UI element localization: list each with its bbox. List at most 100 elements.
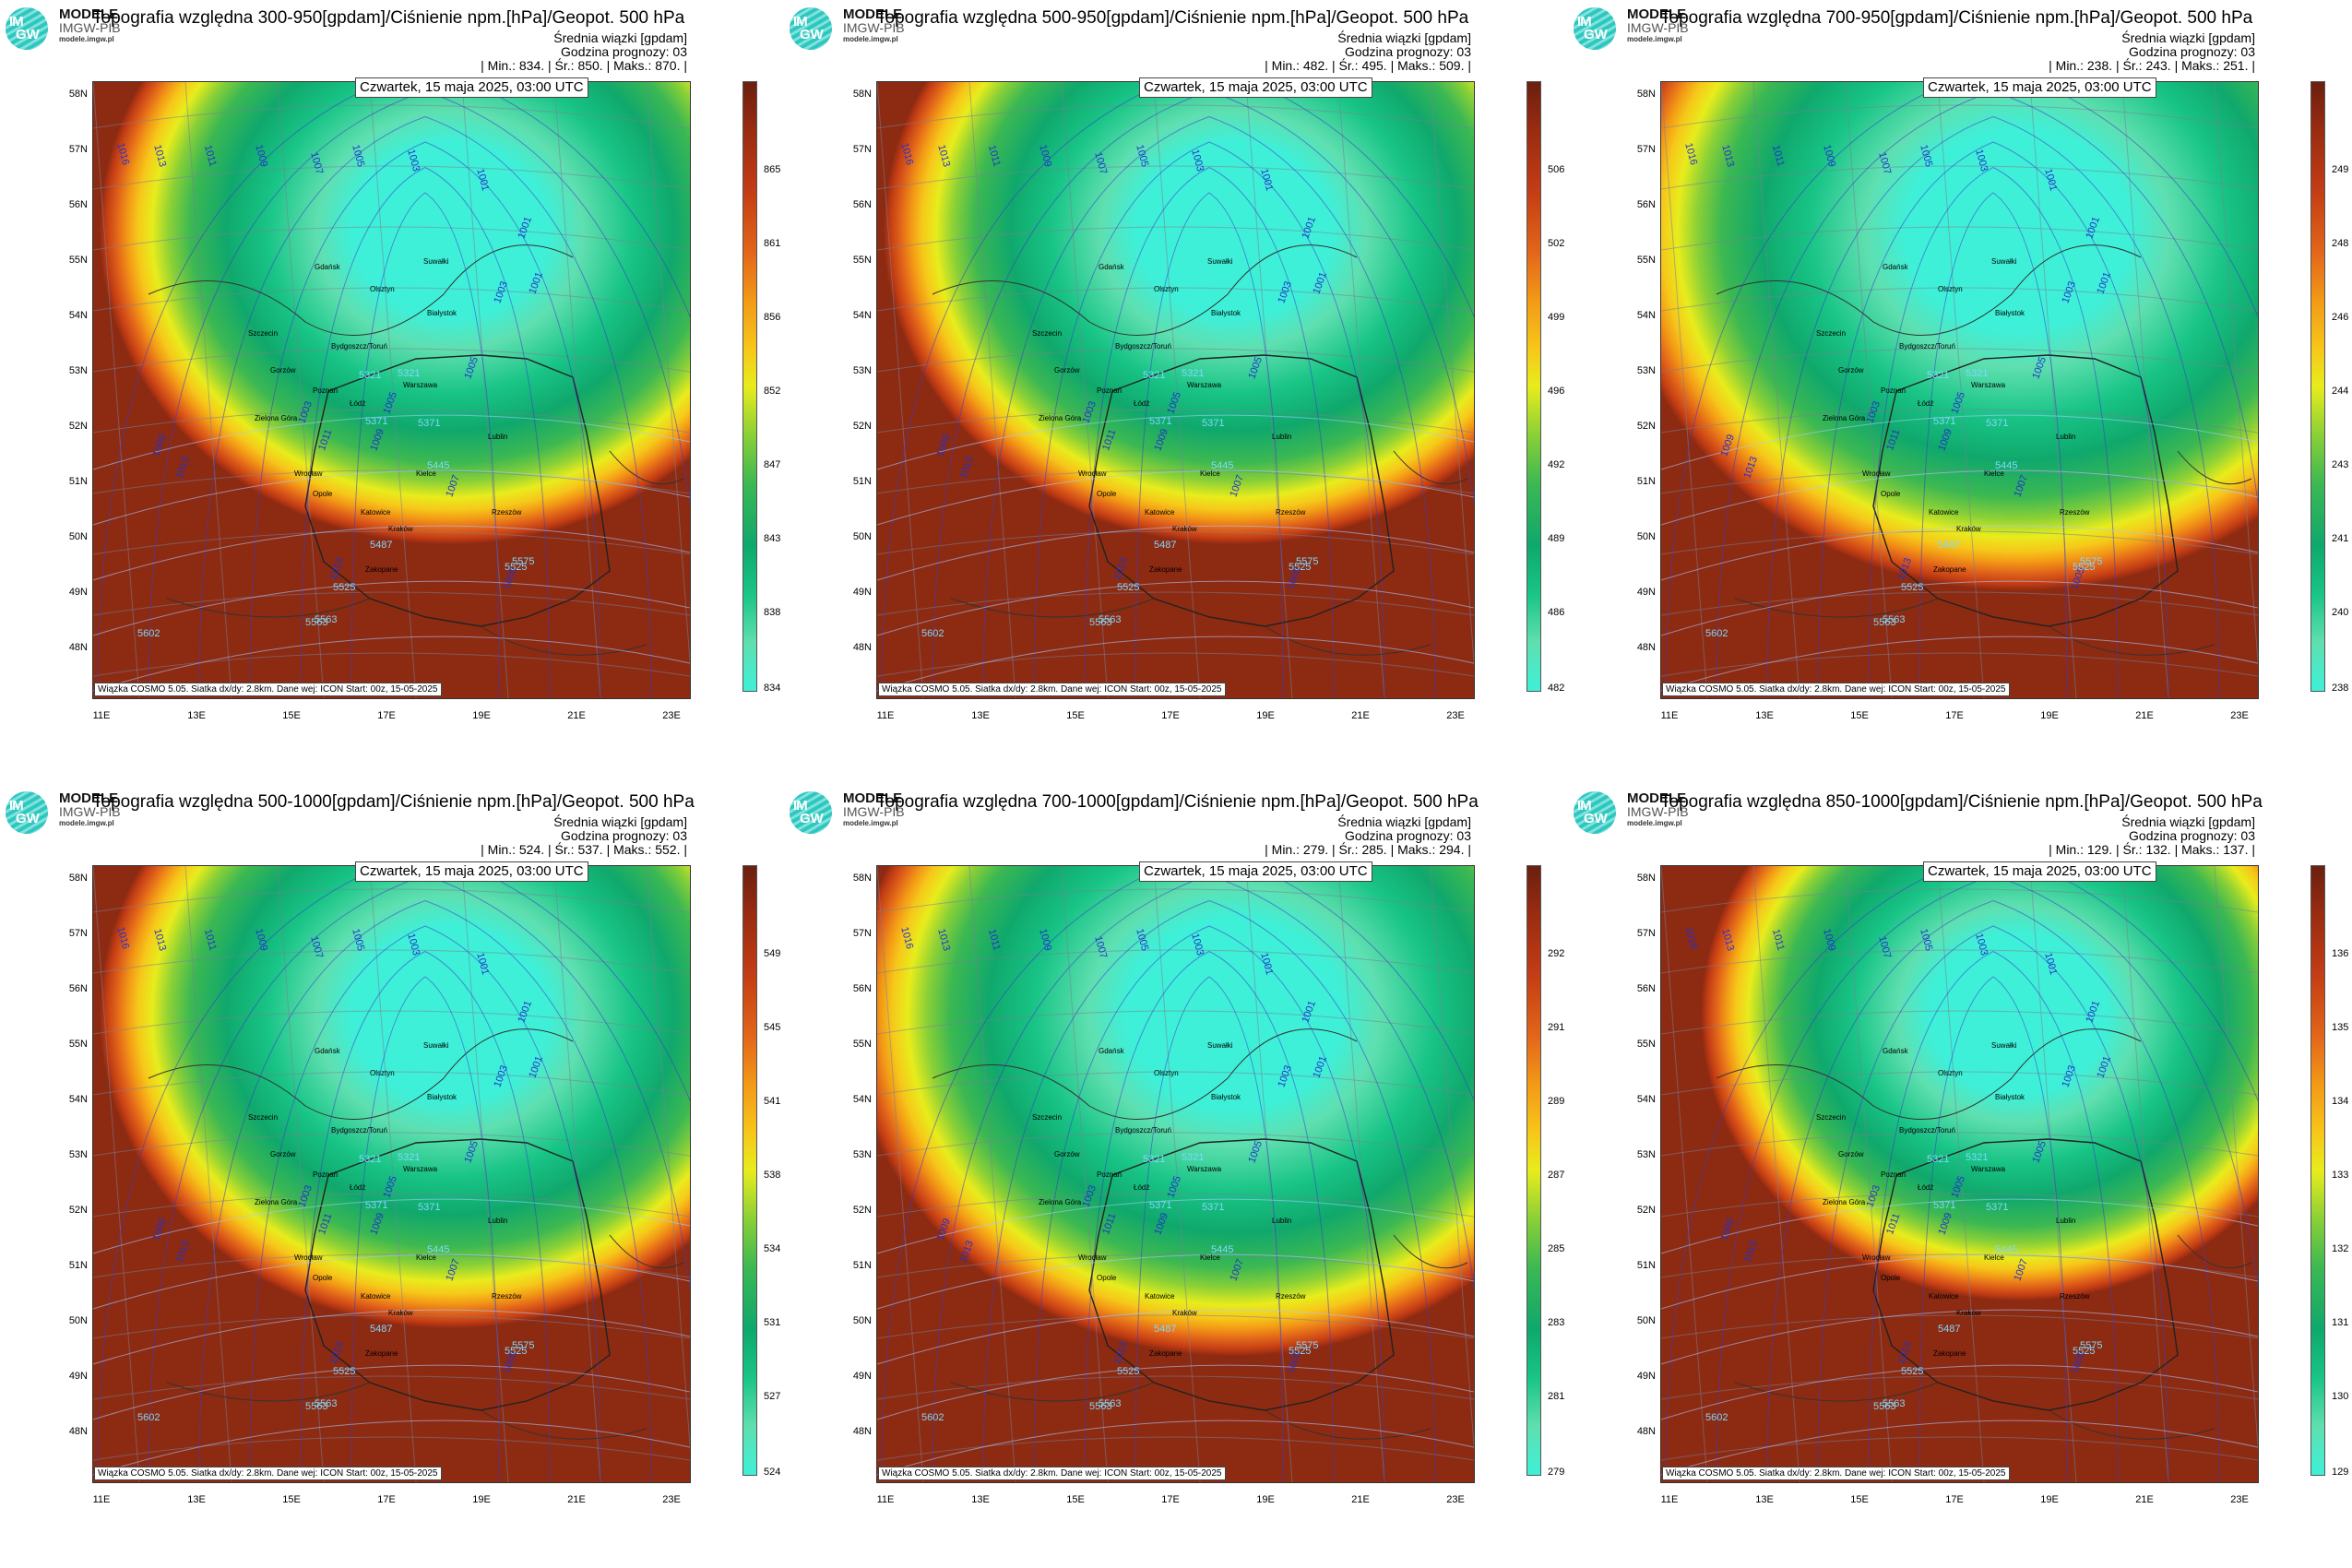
city-label: Zielona Góra xyxy=(1823,1198,1866,1206)
latitude-label: 58N xyxy=(852,873,872,884)
longitude-label: 15E xyxy=(1066,1494,1085,1505)
color-scale-tick: 538 xyxy=(764,1170,781,1181)
longitude-label: 23E xyxy=(1446,1494,1465,1505)
longitude-label: 15E xyxy=(282,710,301,721)
city-label: Poznań xyxy=(1881,1170,1907,1179)
longitude-label: 17E xyxy=(1161,710,1180,721)
city-label: Rzeszów xyxy=(492,508,522,517)
latitude-label: 52N xyxy=(68,1205,88,1216)
map-panel: IM GW MODELE IMGW-PIB modele.imgw.pl Top… xyxy=(1568,0,2352,784)
latitude-label: 56N xyxy=(852,983,872,994)
panel-title: Topografia względna 300-950[gpdam]/Ciśni… xyxy=(92,8,685,28)
brand-name: MODELE xyxy=(59,790,119,806)
city-label: Zakopane xyxy=(1933,565,1966,574)
city-label: Warszawa xyxy=(403,1165,438,1173)
geopotential-label: 5575 xyxy=(1296,1340,1319,1351)
map-field: 1016 1013 1011 1009 1007 1005 1003 1001 1001 1003… xyxy=(876,81,1475,699)
color-scale-tick: 865 xyxy=(764,164,781,175)
latitude-label: 53N xyxy=(852,365,872,376)
city-label: Opole xyxy=(313,490,333,498)
geopotential-label: 5321 xyxy=(1927,370,1950,381)
city-label: Olsztyn xyxy=(370,1069,395,1077)
city-label: Rzeszów xyxy=(492,1292,522,1301)
geopotential-label: 5575 xyxy=(1296,556,1319,567)
latitude-label: 54N xyxy=(68,310,88,321)
geopotential-label: 5371 xyxy=(365,416,388,427)
city-label: Szczecin xyxy=(1816,1113,1847,1122)
ensemble-label: Średnia wiązki [gpdam] xyxy=(2121,30,2255,45)
geopotential-label: 5602 xyxy=(137,628,160,639)
city-label: Olsztyn xyxy=(1154,1069,1179,1077)
map-graticule xyxy=(1661,82,2258,698)
latitude-label: 53N xyxy=(852,1149,872,1160)
latitude-label: 52N xyxy=(852,421,872,432)
geopotential-label: 5525 xyxy=(2073,562,2096,573)
longitude-label: 23E xyxy=(1446,710,1465,721)
latitude-label: 49N xyxy=(852,1371,872,1382)
color-scale-tick: 129 xyxy=(2332,1467,2349,1478)
city-label: Wrocław xyxy=(294,1253,323,1262)
longitude-label: 21E xyxy=(2135,710,2154,721)
city-label: Opole xyxy=(1097,1274,1117,1282)
geopotential-label: 5321 xyxy=(359,370,382,381)
brand-subtitle: IMGW-PIB xyxy=(843,804,905,819)
city-label: Suwałki xyxy=(423,257,449,266)
city-label: Rzeszów xyxy=(2060,508,2090,517)
geopotential-label: 5525 xyxy=(1289,1346,1312,1357)
longitude-label: 21E xyxy=(567,710,586,721)
imgw-logo-icon: IM GW xyxy=(790,791,839,834)
city-label: Lublin xyxy=(2056,433,2076,441)
latitude-label: 52N xyxy=(852,1205,872,1216)
color-scale-tick: 283 xyxy=(1548,1317,1565,1328)
model-footer: Wiązka COSMO 5.05. Siatka dx/dy: 2.8km. … xyxy=(94,1467,442,1480)
color-scale-bar xyxy=(742,81,757,692)
color-scale-tick: 243 xyxy=(2332,459,2349,470)
city-label: Kielce xyxy=(1200,1253,1220,1262)
city-label: Gorzów xyxy=(1838,366,1864,374)
stats-line: | Min.: 482. | Śr.: 495. | Maks.: 509. | xyxy=(1265,58,1471,73)
city-label: Gorzów xyxy=(270,366,296,374)
latitude-label: 54N xyxy=(852,310,872,321)
latitude-label: 54N xyxy=(68,1094,88,1105)
latitude-label: 55N xyxy=(852,255,872,266)
brand-subtitle: IMGW-PIB xyxy=(1627,20,1689,35)
geopotential-label: 5371 xyxy=(1986,1202,2009,1213)
map-field: 1016 1013 1011 1009 1007 1005 1003 1001 1001 1003… xyxy=(1660,865,2259,1483)
longitude-label: 23E xyxy=(2230,1494,2249,1505)
city-label: Łódź xyxy=(1134,399,1150,408)
brand-site: modele.imgw.pl xyxy=(843,35,898,43)
longitude-label: 11E xyxy=(876,710,895,721)
geopotential-label: 5371 xyxy=(1149,1200,1172,1211)
color-scale-tick: 541 xyxy=(764,1096,781,1107)
geopotential-label: 5371 xyxy=(1933,1200,1956,1211)
color-scale-tick: 248 xyxy=(2332,238,2349,249)
geopotential-label: 5371 xyxy=(365,1200,388,1211)
stats-line: | Min.: 834. | Śr.: 850. | Maks.: 870. | xyxy=(481,58,687,73)
city-label: Olsztyn xyxy=(1938,1069,1963,1077)
geopotential-label: 5575 xyxy=(512,556,535,567)
panel-title: Topografia względna 500-950[gpdam]/Ciśni… xyxy=(876,8,1469,28)
longitude-label: 23E xyxy=(662,1494,681,1505)
city-label: Zielona Góra xyxy=(1039,414,1082,422)
city-label: Poznań xyxy=(313,1170,339,1179)
geopotential-label: 5525 xyxy=(1901,582,1924,593)
city-label: Łódź xyxy=(350,399,366,408)
city-label: Białystok xyxy=(427,309,457,317)
longitude-label: 19E xyxy=(2040,1494,2059,1505)
brand-subtitle: IMGW-PIB xyxy=(59,20,121,35)
city-label: Gdańsk xyxy=(1099,263,1124,271)
city-label: Warszawa xyxy=(1187,1165,1222,1173)
geopotential-label: 5525 xyxy=(333,1366,356,1377)
color-scale-tick: 506 xyxy=(1548,164,1565,175)
geopotential-label: 5487 xyxy=(1154,1324,1177,1335)
longitude-label: 19E xyxy=(1256,1494,1275,1505)
map-panel: IM GW MODELE IMGW-PIB modele.imgw.pl Top… xyxy=(0,784,784,1568)
longitude-label: 23E xyxy=(662,710,681,721)
city-label: Olsztyn xyxy=(370,285,395,293)
city-label: Wrocław xyxy=(1862,469,1891,478)
longitude-label: 19E xyxy=(1256,710,1275,721)
model-footer: Wiązka COSMO 5.05. Siatka dx/dy: 2.8km. … xyxy=(878,683,1226,696)
date-label: Czwartek, 15 maja 2025, 03:00 UTC xyxy=(355,861,588,882)
color-scale-tick: 534 xyxy=(764,1243,781,1254)
city-label: Rzeszów xyxy=(1276,1292,1306,1301)
